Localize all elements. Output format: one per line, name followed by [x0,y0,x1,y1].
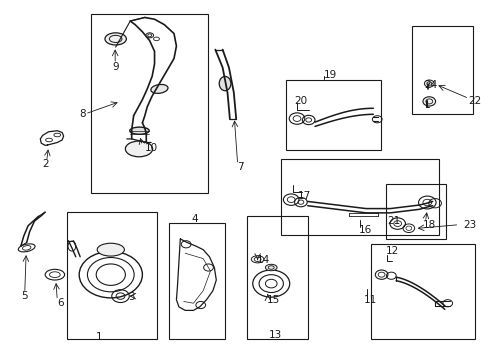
Bar [370,244,474,339]
Text: 2: 2 [42,159,49,169]
Bar [246,216,307,339]
Text: 22: 22 [467,96,480,107]
Text: 13: 13 [268,330,282,341]
Circle shape [424,80,433,87]
Circle shape [422,97,435,106]
Text: 18: 18 [422,220,435,230]
Text: 12: 12 [385,247,398,256]
Text: 7: 7 [237,162,244,172]
Text: 11: 11 [363,295,376,305]
Bar [281,158,438,235]
Text: 9: 9 [112,63,119,72]
Text: 20: 20 [294,96,307,107]
Text: 15: 15 [266,295,279,305]
Text: 3: 3 [127,292,134,302]
Ellipse shape [265,264,277,271]
Ellipse shape [97,243,124,256]
Bar [169,223,224,339]
Ellipse shape [150,85,168,93]
Text: 6: 6 [57,298,64,308]
Text: 8: 8 [79,109,85,119]
Text: 21: 21 [386,216,399,226]
Text: 4: 4 [191,214,197,224]
Text: 17: 17 [297,191,310,201]
Text: 1: 1 [96,332,102,342]
Text: 16: 16 [358,225,371,235]
Text: 5: 5 [21,291,27,301]
Ellipse shape [125,141,152,157]
Ellipse shape [105,33,126,45]
Ellipse shape [219,76,230,91]
Text: 24: 24 [424,80,437,90]
Text: 19: 19 [323,69,336,80]
Text: 10: 10 [144,143,158,153]
Bar [91,14,207,193]
Bar [285,80,380,150]
Bar [67,212,157,339]
Ellipse shape [129,127,149,134]
Text: 23: 23 [462,220,476,230]
Bar [411,26,472,114]
Text: 14: 14 [256,255,269,265]
Bar [385,184,446,239]
